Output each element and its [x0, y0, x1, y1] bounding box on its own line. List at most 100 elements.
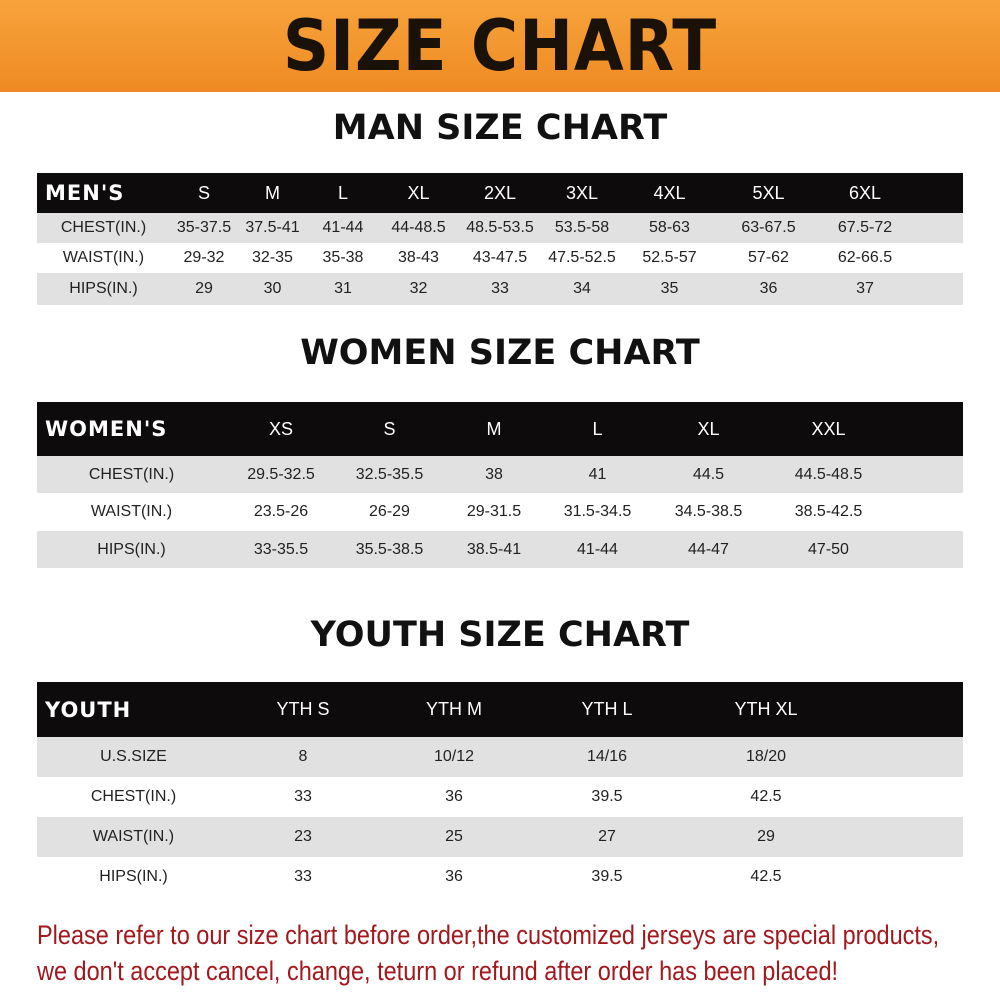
- table-cell: 39.5: [591, 868, 623, 885]
- table-cell: 58-63: [649, 219, 690, 236]
- measurement-label: CHEST(IN.): [88, 465, 175, 483]
- table-cell: 29: [195, 280, 213, 297]
- table-cell: 57-62: [748, 249, 789, 266]
- table-cell: 42.5: [750, 868, 782, 885]
- table-row: WAIST(IN.) 23.5-26 26-29 29-31.5 31.5-34.5 34…: [37, 493, 963, 531]
- size-header: YTH M: [426, 699, 482, 719]
- size-header: XL: [407, 182, 430, 203]
- table-cell: 31.5-34.5: [563, 503, 632, 520]
- measurement-label: WAIST(IN.): [62, 249, 145, 266]
- men-size-table: MEN'S S M L XL 2XL 3XL 4XL 5XL 6XL CHEST(IN.) 35-37…: [37, 173, 963, 305]
- table-cell: 38.5-42.5: [794, 503, 863, 520]
- table-row: CHEST(IN.) 35-37.5 37.5-41 41-44 44-48.5 48.5…: [37, 213, 963, 243]
- table-cell: 23: [294, 828, 312, 845]
- youth-size-table: YOUTH YTH S YTH M YTH L YTH XL U.S.SIZE 8 10/12…: [37, 682, 963, 897]
- table-cell: 29-31.5: [466, 503, 522, 520]
- table-cell: 32: [409, 280, 428, 297]
- table-cell: 29: [757, 828, 775, 845]
- table-cell: 8: [298, 748, 308, 765]
- measurement-label: HIPS(IN.): [97, 540, 166, 558]
- table-cell: 37: [856, 280, 874, 297]
- table-cell: 62-66.5: [837, 249, 893, 266]
- title-banner: SIZE CHART: [0, 0, 1000, 92]
- table-cell: 38: [485, 465, 503, 483]
- table-cell: 63-67.5: [741, 219, 796, 236]
- table-cell: 35: [660, 280, 679, 297]
- women-header-row: WOMEN'S XS S M L XL XXL: [37, 402, 963, 456]
- table-cell: 42.5: [750, 788, 782, 805]
- table-row: CHEST(IN.) 33 36 39.5 42.5: [37, 777, 963, 817]
- men-header-row: MEN'S S M L XL 2XL 3XL 4XL 5XL 6XL: [37, 173, 963, 213]
- table-header-label: WOMEN'S: [45, 417, 168, 441]
- youth-section-title: YOUTH SIZE CHART: [310, 615, 690, 655]
- table-row: HIPS(IN.) 33-35.5 35.5-38.5 38.5-41 41-44 44-…: [37, 531, 963, 568]
- table-cell: 33-35.5: [253, 540, 309, 558]
- table-cell: 36: [445, 868, 463, 885]
- table-header-label: YOUTH: [45, 697, 132, 722]
- table-row: U.S.SIZE 8 10/12 14/16 18/20: [37, 737, 963, 777]
- table-cell: 23.5-26: [253, 503, 309, 520]
- table-header-label: MEN'S: [45, 181, 125, 205]
- table-cell: 36: [759, 280, 778, 297]
- disclaimer-line-1: Please refer to our size chart before or…: [37, 920, 940, 950]
- table-cell: 18/20: [745, 748, 787, 765]
- table-cell: 67.5-72: [837, 219, 893, 236]
- table-cell: 47-50: [808, 540, 849, 558]
- women-section-title: WOMEN SIZE CHART: [300, 333, 700, 373]
- measurement-label: CHEST(IN.): [60, 219, 147, 236]
- table-cell: 14/16: [586, 748, 628, 765]
- table-cell: 44.5-48.5: [794, 465, 863, 483]
- table-cell: 25: [445, 828, 463, 845]
- table-row: HIPS(IN.) 29 30 31 32 33 34 35 36 37: [37, 273, 963, 305]
- youth-header-row: YOUTH YTH S YTH M YTH L YTH XL: [37, 682, 963, 737]
- table-cell: 35-37.5: [176, 219, 232, 236]
- table-cell: 52.5-57: [642, 249, 697, 266]
- table-cell: 43-47.5: [472, 249, 528, 266]
- men-section-title: MAN SIZE CHART: [332, 108, 668, 148]
- table-cell: 38-43: [398, 249, 439, 266]
- size-header: 6XL: [848, 182, 882, 203]
- size-header: YTH L: [581, 699, 633, 719]
- size-header: YTH S: [276, 699, 330, 719]
- measurement-label: WAIST(IN.): [90, 503, 173, 520]
- table-cell: 47.5-52.5: [548, 249, 616, 266]
- table-cell: 41: [588, 465, 607, 483]
- table-cell: 53.5-58: [554, 219, 610, 236]
- table-row: WAIST(IN.) 29-32 32-35 35-38 38-43 43-47.5 47.…: [37, 243, 963, 273]
- size-header: M: [265, 182, 280, 203]
- size-header: XXL: [811, 418, 846, 439]
- size-header: 3XL: [565, 182, 599, 203]
- table-cell: 10/12: [433, 748, 475, 765]
- table-row: WAIST(IN.) 23 25 27 29: [37, 817, 963, 857]
- table-cell: 33: [491, 280, 509, 297]
- table-cell: 48.5-53.5: [466, 219, 534, 236]
- table-cell: 38.5-41: [466, 540, 522, 558]
- table-cell: 34: [573, 280, 591, 297]
- size-header: 4XL: [653, 182, 686, 203]
- size-header: L: [592, 418, 603, 439]
- size-header: 2XL: [483, 182, 517, 203]
- table-row: HIPS(IN.) 33 36 39.5 42.5: [37, 857, 963, 897]
- table-cell: 44-47: [688, 540, 729, 558]
- table-cell: 31: [334, 280, 352, 297]
- size-header: XS: [268, 418, 293, 439]
- size-header: S: [383, 418, 396, 439]
- measurement-label: U.S.SIZE: [100, 748, 167, 765]
- table-cell: 35.5-38.5: [355, 540, 424, 558]
- measurement-label: WAIST(IN.): [92, 828, 175, 845]
- women-size-table: WOMEN'S XS S M L XL XXL CHEST(IN.) 29.5-32.5 32.5…: [37, 402, 963, 568]
- table-cell: 44.5: [692, 465, 725, 483]
- table-cell: 27: [598, 828, 616, 845]
- table-cell: 37.5-41: [245, 219, 300, 236]
- table-cell: 29.5-32.5: [247, 465, 315, 483]
- table-cell: 33: [294, 868, 312, 885]
- measurement-label: HIPS(IN.): [69, 280, 138, 297]
- measurement-label: HIPS(IN.): [99, 868, 168, 885]
- table-row: CHEST(IN.) 29.5-32.5 32.5-35.5 38 41 44.5 44.5…: [37, 456, 963, 493]
- size-header: 5XL: [752, 182, 785, 203]
- table-cell: 44-48.5: [391, 219, 446, 236]
- page-title: SIZE CHART: [282, 5, 718, 87]
- table-cell: 41-44: [577, 540, 618, 558]
- measurement-label: CHEST(IN.): [90, 788, 177, 805]
- table-cell: 34.5-38.5: [674, 503, 743, 520]
